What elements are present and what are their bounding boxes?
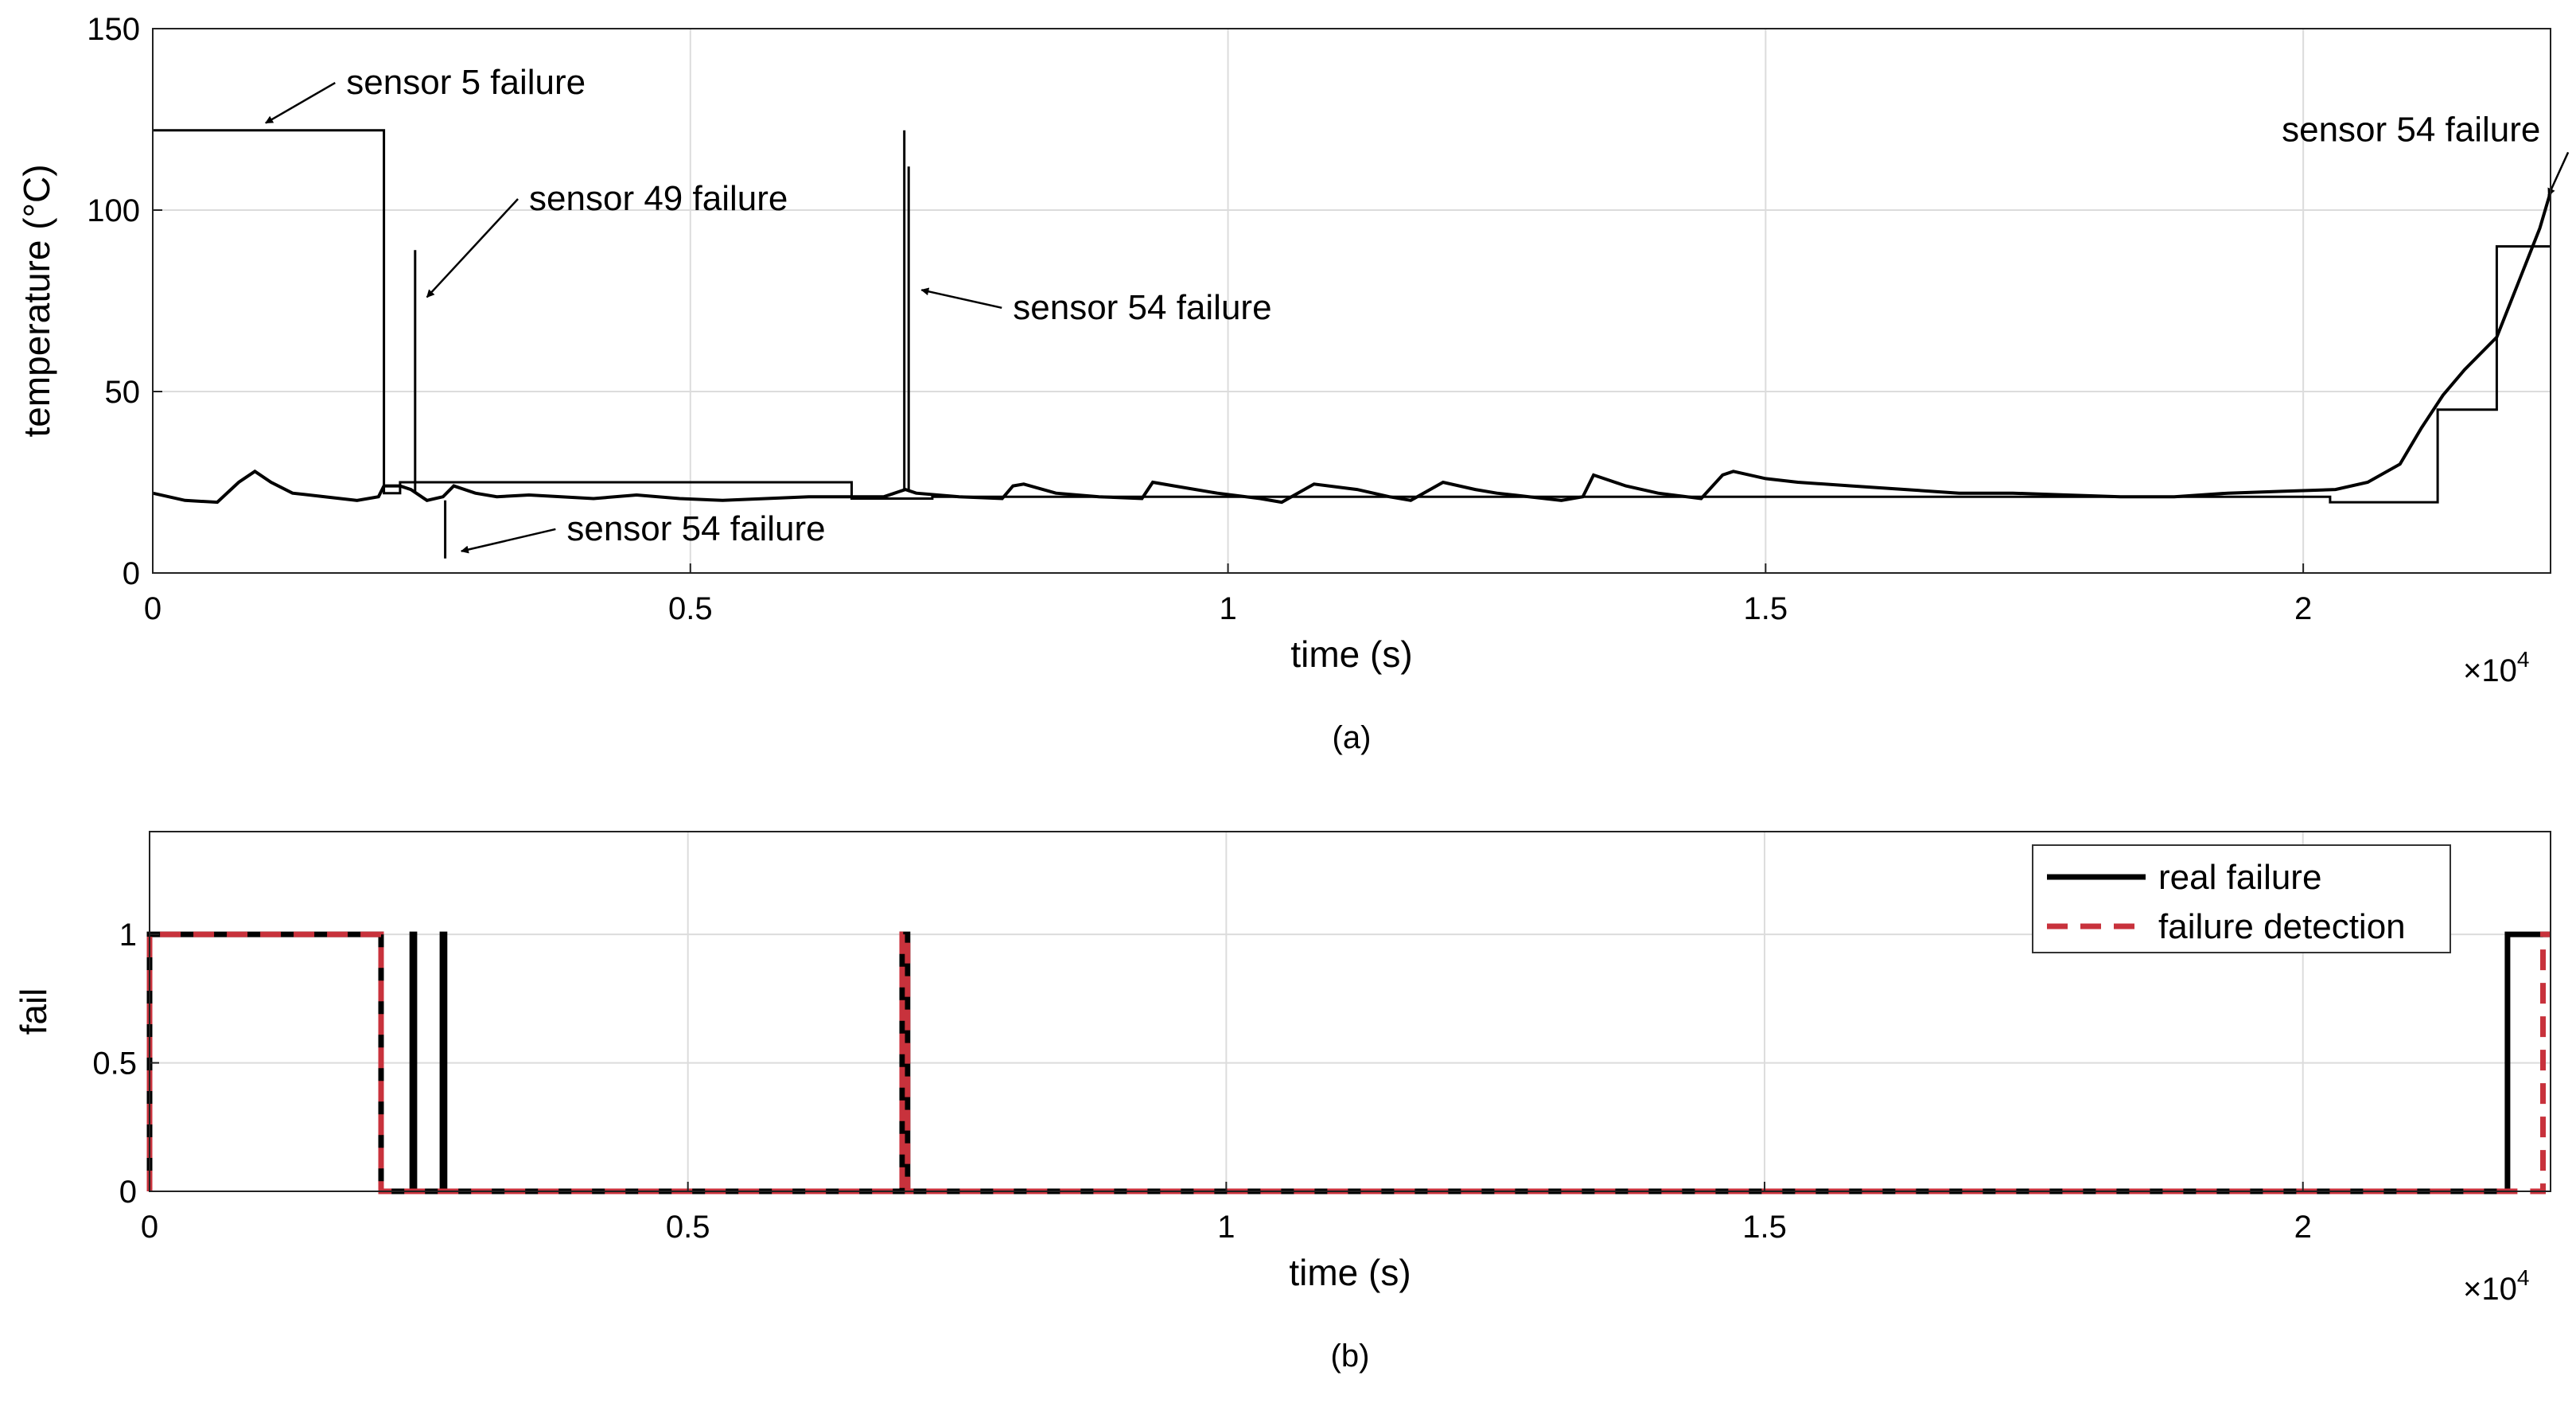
annotation-text: sensor 5 failure bbox=[346, 63, 586, 102]
legend-label-real-failure: real failure bbox=[2158, 858, 2321, 897]
x-axis-multiplier: ×104 bbox=[2463, 1265, 2529, 1307]
x-axis-multiplier: ×104 bbox=[2463, 647, 2529, 688]
y-axis-label: fail bbox=[13, 988, 54, 1035]
annotation-arrow bbox=[265, 81, 336, 124]
x-tick-label: 0.5 bbox=[668, 591, 713, 626]
y-tick-label: 0 bbox=[119, 1175, 137, 1210]
annotation-text: sensor 54 failure bbox=[1013, 288, 1271, 327]
legend: real failure failure detection bbox=[2032, 844, 2451, 953]
axes-frame bbox=[152, 28, 2551, 574]
annotation-arrow bbox=[920, 287, 1002, 310]
annotation-arrow bbox=[426, 198, 519, 298]
x-tick-label: 2 bbox=[2294, 591, 2312, 626]
x-tick-label: 0.5 bbox=[666, 1210, 710, 1245]
series-line bbox=[153, 129, 2551, 504]
legend-label-failure-detection: failure detection bbox=[2158, 907, 2406, 946]
failure-chart: 0 0.5 1 1.5 2 0 0.5 1 time (s) fail ×104 (b) re… bbox=[13, 831, 2551, 1374]
series-line bbox=[146, 931, 2551, 1194]
ticks: 0 0.5 1 1.5 2 0 50 100 150 bbox=[87, 12, 2312, 626]
annotations: sensor 5 failure sensor 49 failure sensor … bbox=[265, 63, 2570, 554]
y-tick-label: 1 bbox=[119, 918, 137, 953]
annotation-text: sensor 49 failure bbox=[529, 179, 788, 218]
y-tick-label: 100 bbox=[87, 193, 140, 228]
panel-caption: (a) bbox=[1333, 720, 1372, 755]
legend-box bbox=[2032, 844, 2451, 953]
plot-area bbox=[153, 29, 2551, 573]
annotation-arrow bbox=[2547, 151, 2570, 197]
x-tick-label: 1 bbox=[1219, 591, 1236, 626]
ticks: 0 0.5 1 1.5 2 0 0.5 1 bbox=[92, 918, 2311, 1245]
annotation-text: sensor 54 failure bbox=[2282, 110, 2540, 149]
y-tick-label: 150 bbox=[87, 12, 140, 47]
y-tick-label: 0.5 bbox=[92, 1046, 137, 1081]
series-group bbox=[152, 129, 2552, 559]
temperature-chart: sensor 5 failure sensor 49 failure sensor … bbox=[16, 12, 2570, 755]
axes-frame bbox=[149, 831, 2551, 1192]
y-tick-label: 50 bbox=[105, 375, 141, 410]
x-axis-label: time (s) bbox=[1289, 1252, 1411, 1293]
x-tick-label: 1 bbox=[1217, 1210, 1235, 1245]
x-axis-label: time (s) bbox=[1290, 633, 1412, 675]
x-tick-label: 1.5 bbox=[1742, 1210, 1787, 1245]
annotation-text: sensor 54 failure bbox=[566, 509, 825, 548]
x-tick-label: 0 bbox=[141, 1210, 158, 1245]
x-tick-label: 2 bbox=[2294, 1210, 2312, 1245]
y-tick-label: 0 bbox=[123, 556, 140, 591]
panel-caption: (b) bbox=[1331, 1339, 1370, 1374]
x-tick-label: 1.5 bbox=[1744, 591, 1788, 626]
annotation-arrow bbox=[460, 528, 556, 554]
y-axis-label: temperature (°C) bbox=[16, 164, 57, 437]
x-tick-label: 0 bbox=[144, 591, 161, 626]
